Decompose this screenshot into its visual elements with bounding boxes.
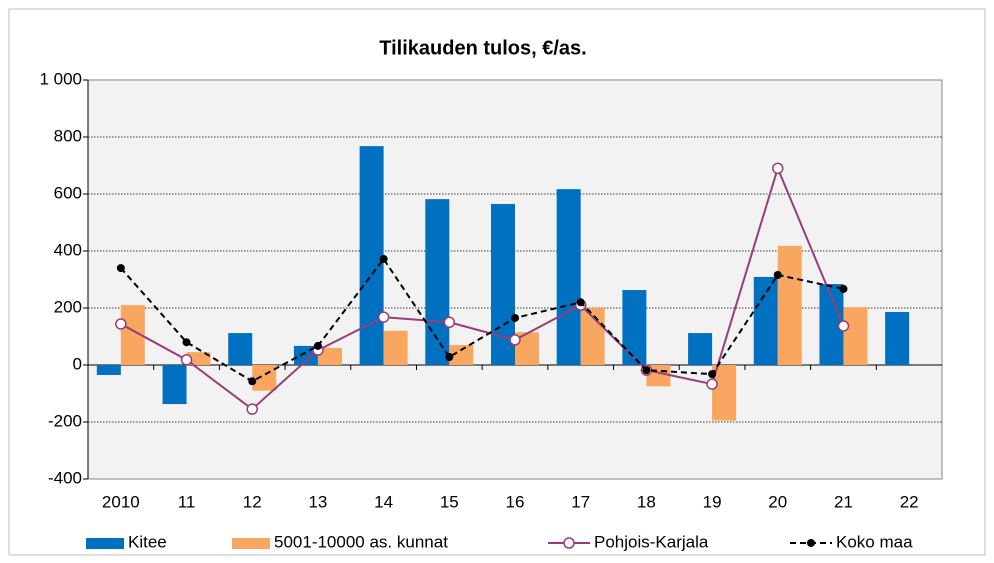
chart-title: Tilikauden tulos, €/as.: [379, 37, 586, 59]
legend-label: Kitee: [128, 532, 167, 551]
y-tick-label: 600: [54, 183, 82, 202]
x-tick-label: 18: [637, 492, 656, 511]
marker: [576, 298, 585, 307]
x-tick-label: 21: [834, 492, 853, 511]
y-tick-label: 800: [54, 126, 82, 145]
legend-marker: [563, 537, 575, 549]
marker: [182, 338, 191, 347]
bar: [556, 189, 581, 365]
y-tick-label: 0: [73, 354, 82, 373]
bar: [425, 199, 450, 365]
y-tick-label: 400: [54, 240, 82, 259]
bar: [622, 290, 647, 365]
marker: [443, 316, 456, 328]
marker: [509, 334, 521, 346]
legend-label: Koko maa: [836, 532, 913, 551]
marker: [246, 403, 258, 415]
y-tick-label: 1 000: [39, 69, 82, 88]
legend-marker: [807, 539, 815, 547]
x-tick-label: 15: [440, 492, 459, 511]
bar: [317, 347, 342, 365]
marker: [706, 378, 718, 390]
bar: [843, 307, 868, 365]
marker: [773, 270, 782, 279]
marker: [839, 284, 848, 293]
marker: [511, 313, 519, 322]
marker: [180, 354, 193, 366]
legend-swatch: [86, 538, 124, 549]
x-tick-label: 13: [308, 492, 327, 511]
x-tick-label: 19: [703, 492, 722, 511]
marker: [708, 370, 717, 379]
bar: [777, 245, 802, 365]
bar: [293, 345, 318, 365]
bar: [228, 333, 253, 365]
line: [120, 165, 845, 411]
bar: [383, 330, 408, 365]
x-tick-label: 12: [243, 492, 262, 511]
line: [120, 257, 844, 383]
marker: [379, 254, 388, 263]
bar: [252, 365, 277, 391]
bar: [688, 333, 713, 365]
bar: [753, 276, 778, 365]
marker: [772, 162, 784, 175]
x-tick-label: 11: [178, 492, 196, 511]
y-tick-label: 200: [54, 297, 82, 316]
x-tick-label: 2010: [102, 492, 140, 511]
marker: [115, 318, 127, 330]
y-tick-label: -400: [48, 468, 82, 487]
bar: [359, 146, 384, 365]
marker: [248, 377, 257, 386]
marker: [116, 264, 125, 273]
legend-label: Pohjois-Karjala: [594, 532, 709, 551]
marker: [377, 311, 390, 323]
x-tick-label: 16: [506, 492, 525, 511]
x-tick-label: 22: [900, 492, 919, 511]
x-tick-label: 20: [768, 492, 787, 511]
legend-label: 5001-10000 as. kunnat: [274, 532, 448, 551]
y-tick-label: -200: [48, 411, 82, 430]
bar: [186, 352, 211, 365]
x-tick-label: 14: [374, 492, 393, 511]
legend-swatch: [232, 538, 270, 549]
marker: [313, 341, 322, 350]
bar: [162, 365, 187, 405]
bar: [96, 365, 121, 375]
marker: [642, 366, 651, 375]
x-tick-label: 17: [571, 492, 590, 511]
marker: [837, 320, 850, 332]
bar: [449, 345, 474, 365]
marker: [445, 353, 454, 362]
bar: [885, 311, 910, 365]
